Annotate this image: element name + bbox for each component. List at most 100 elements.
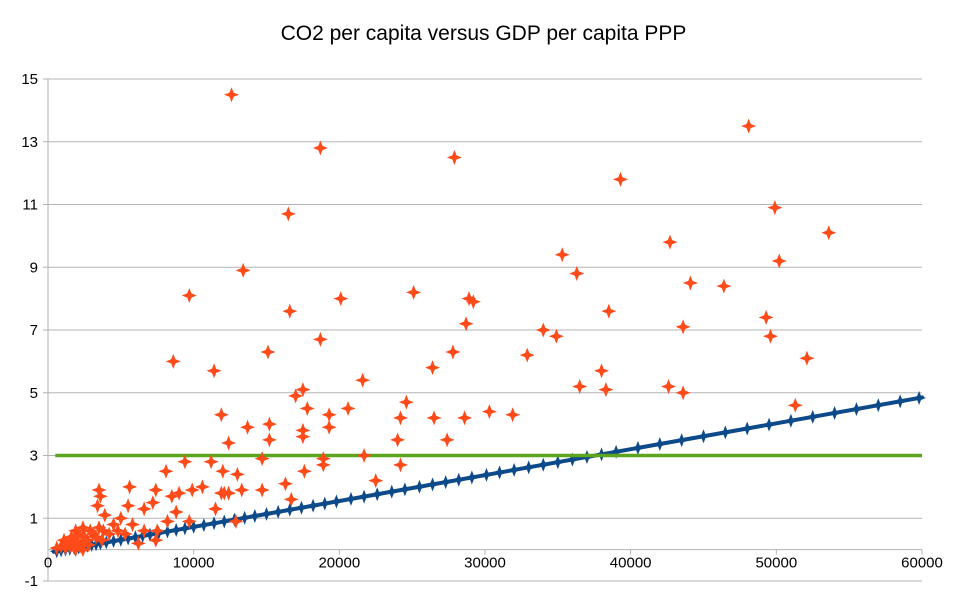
x-tick-label: 20000 bbox=[318, 555, 360, 572]
data-point bbox=[758, 309, 774, 325]
data-point bbox=[97, 507, 113, 523]
trend-marker bbox=[384, 484, 399, 499]
trend-marker bbox=[630, 440, 645, 455]
data-point bbox=[159, 513, 175, 529]
x-tick-label: 10000 bbox=[173, 555, 215, 572]
trend-marker bbox=[259, 506, 274, 521]
data-point bbox=[221, 435, 237, 451]
data-point bbox=[312, 140, 328, 156]
data-point bbox=[90, 498, 106, 514]
trend-marker bbox=[565, 452, 580, 467]
trend-marker bbox=[343, 491, 358, 506]
trend-marker bbox=[357, 489, 372, 504]
y-tick-label: 5 bbox=[30, 385, 38, 402]
trend-marker bbox=[438, 475, 453, 490]
trend-marker bbox=[412, 479, 427, 494]
data-point bbox=[398, 394, 414, 410]
trend-marker bbox=[169, 522, 184, 537]
data-point bbox=[228, 513, 244, 529]
trend-marker bbox=[464, 470, 479, 485]
data-point bbox=[682, 275, 698, 291]
data-point bbox=[425, 360, 441, 376]
trend-marker bbox=[329, 494, 344, 509]
data-point bbox=[240, 419, 256, 435]
data-point bbox=[148, 532, 164, 548]
trend-marker bbox=[871, 398, 886, 413]
data-point bbox=[254, 482, 270, 498]
gridlines bbox=[48, 78, 922, 582]
data-point bbox=[66, 532, 82, 548]
trend-marker bbox=[507, 462, 522, 477]
trend-marker bbox=[306, 498, 321, 513]
data-point bbox=[85, 526, 101, 542]
trend-marker bbox=[479, 467, 494, 482]
data-point bbox=[554, 247, 570, 263]
data-point bbox=[88, 529, 104, 545]
data-point bbox=[72, 538, 88, 554]
data-point bbox=[136, 523, 152, 539]
data-point bbox=[75, 542, 91, 558]
x-tick-label: 40000 bbox=[610, 555, 652, 572]
trend-marker bbox=[160, 524, 175, 539]
data-point bbox=[771, 253, 787, 269]
data-point bbox=[181, 287, 197, 303]
trend-marker bbox=[550, 455, 565, 470]
data-point bbox=[208, 501, 224, 517]
data-point bbox=[368, 473, 384, 489]
trend-marker bbox=[121, 531, 136, 546]
data-point bbox=[106, 517, 122, 533]
trend-marker bbox=[740, 421, 755, 436]
data-point bbox=[505, 407, 521, 423]
trend-marker bbox=[370, 487, 385, 502]
observed-series bbox=[49, 87, 837, 558]
data-point bbox=[481, 404, 497, 420]
data-point bbox=[122, 479, 138, 495]
trend-marker bbox=[186, 519, 201, 534]
data-point bbox=[254, 451, 270, 467]
y-tick-label: 13 bbox=[21, 134, 38, 151]
data-point bbox=[165, 353, 181, 369]
trend-marker bbox=[282, 502, 297, 517]
trend-marker bbox=[217, 514, 232, 529]
data-point bbox=[261, 416, 277, 432]
x-tick-label: 60000 bbox=[901, 555, 943, 572]
trend-marker bbox=[247, 509, 262, 524]
data-point bbox=[82, 523, 98, 539]
data-point bbox=[390, 432, 406, 448]
data-point bbox=[53, 538, 69, 554]
data-point bbox=[767, 200, 783, 216]
data-point bbox=[91, 482, 107, 498]
data-point bbox=[277, 476, 293, 492]
data-point bbox=[184, 482, 200, 498]
data-point bbox=[91, 520, 107, 536]
trend-marker bbox=[762, 417, 777, 432]
data-point bbox=[661, 378, 677, 394]
trend-marker bbox=[425, 477, 440, 492]
data-point bbox=[548, 328, 564, 344]
data-point bbox=[124, 517, 140, 533]
data-point bbox=[821, 225, 837, 241]
data-point bbox=[280, 206, 296, 222]
y-tick-label: 9 bbox=[30, 259, 38, 276]
data-point bbox=[406, 284, 422, 300]
axes bbox=[43, 78, 923, 582]
data-point bbox=[234, 482, 250, 498]
data-point bbox=[215, 463, 231, 479]
data-point bbox=[203, 454, 219, 470]
y-tick-label: 3 bbox=[30, 448, 38, 465]
data-point bbox=[110, 523, 126, 539]
data-point bbox=[149, 523, 165, 539]
data-point bbox=[393, 457, 409, 473]
trend-marker bbox=[912, 390, 927, 405]
trend-marker bbox=[177, 521, 192, 536]
data-point bbox=[315, 457, 331, 473]
trend-marker bbox=[135, 528, 150, 543]
data-point bbox=[49, 540, 65, 556]
trend-marker bbox=[674, 433, 689, 448]
data-point bbox=[355, 372, 371, 388]
data-point bbox=[65, 537, 81, 553]
data-point bbox=[57, 540, 73, 556]
trend-marker bbox=[805, 409, 820, 424]
